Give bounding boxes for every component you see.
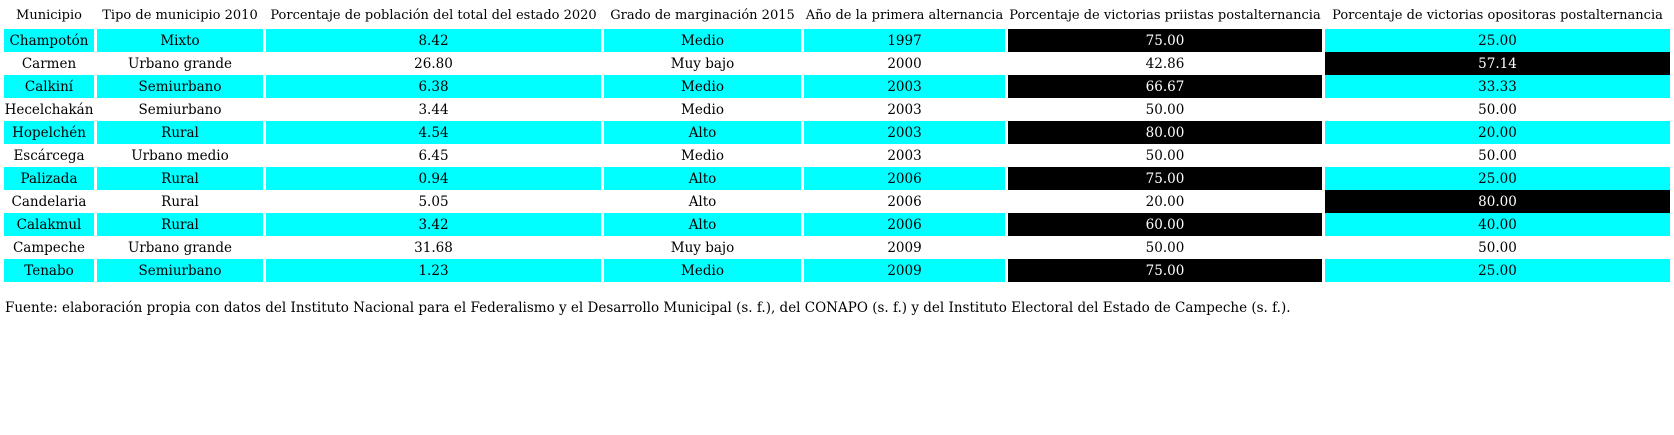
cell-poblacion: 5.05 (266, 190, 601, 213)
cell-marginacion: Medio (604, 29, 801, 52)
cell-alternancia: 2009 (804, 259, 1005, 282)
cell-tipo: Semiurbano (97, 75, 263, 98)
cell-alternancia: 2006 (804, 167, 1005, 190)
cell-poblacion: 6.38 (266, 75, 601, 98)
cell-poblacion: 1.23 (266, 259, 601, 282)
cell-priistas: 42.86 (1008, 52, 1322, 75)
cell-tipo: Urbano grande (97, 52, 263, 75)
cell-marginacion: Alto (604, 190, 801, 213)
cell-poblacion: 8.42 (266, 29, 601, 52)
table-row: Palizada Rural 0.94 Alto 2006 75.00 25.0… (4, 167, 1670, 190)
cell-poblacion: 3.44 (266, 98, 601, 121)
cell-marginacion: Alto (604, 121, 801, 144)
cell-opositoras: 33.33 (1325, 75, 1670, 98)
cell-tipo: Semiurbano (97, 259, 263, 282)
cell-tipo: Rural (97, 121, 263, 144)
cell-marginacion: Medio (604, 75, 801, 98)
header-row: Municipio Tipo de municipio 2010 Porcent… (4, 1, 1670, 29)
cell-priistas: 66.67 (1008, 75, 1322, 98)
cell-priistas: 75.00 (1008, 259, 1322, 282)
cell-tipo: Mixto (97, 29, 263, 52)
cell-marginacion: Medio (604, 98, 801, 121)
cell-priistas: 50.00 (1008, 236, 1322, 259)
cell-marginacion: Medio (604, 259, 801, 282)
cell-priistas: 50.00 (1008, 144, 1322, 167)
cell-priistas: 20.00 (1008, 190, 1322, 213)
cell-priistas: 60.00 (1008, 213, 1322, 236)
source-note: Fuente: elaboración propia con datos del… (5, 300, 1291, 316)
column-header-marginacion: Grado de marginación 2015 (604, 1, 801, 29)
cell-tipo: Urbano medio (97, 144, 263, 167)
cell-tipo: Rural (97, 167, 263, 190)
cell-municipio: Candelaria (4, 190, 94, 213)
cell-priistas: 80.00 (1008, 121, 1322, 144)
table-row: Hecelchakán Semiurbano 3.44 Medio 2003 5… (4, 98, 1670, 121)
cell-marginacion: Alto (604, 167, 801, 190)
table-row: Champotón Mixto 8.42 Medio 1997 75.00 25… (4, 29, 1670, 52)
column-header-municipio: Municipio (4, 1, 94, 29)
cell-tipo: Rural (97, 190, 263, 213)
cell-poblacion: 26.80 (266, 52, 601, 75)
cell-opositoras: 25.00 (1325, 167, 1670, 190)
cell-alternancia: 2000 (804, 52, 1005, 75)
cell-municipio: Hecelchakán (4, 98, 94, 121)
cell-municipio: Palizada (4, 167, 94, 190)
cell-opositoras: 50.00 (1325, 98, 1670, 121)
column-header-poblacion: Porcentaje de población del total del es… (266, 1, 601, 29)
cell-alternancia: 2006 (804, 213, 1005, 236)
cell-opositoras: 80.00 (1325, 190, 1670, 213)
column-header-tipo: Tipo de municipio 2010 (97, 1, 263, 29)
cell-priistas: 75.00 (1008, 167, 1322, 190)
cell-priistas: 75.00 (1008, 29, 1322, 52)
cell-opositoras: 50.00 (1325, 236, 1670, 259)
cell-alternancia: 2003 (804, 98, 1005, 121)
table-row: Campeche Urbano grande 31.68 Muy bajo 20… (4, 236, 1670, 259)
cell-tipo: Urbano grande (97, 236, 263, 259)
cell-opositoras: 57.14 (1325, 52, 1670, 75)
cell-marginacion: Muy bajo (604, 236, 801, 259)
cell-opositoras: 20.00 (1325, 121, 1670, 144)
cell-alternancia: 2003 (804, 144, 1005, 167)
cell-poblacion: 31.68 (266, 236, 601, 259)
cell-opositoras: 50.00 (1325, 144, 1670, 167)
table-row: Carmen Urbano grande 26.80 Muy bajo 2000… (4, 52, 1670, 75)
column-header-opositoras: Porcentaje de victorias opositoras posta… (1325, 1, 1670, 29)
cell-alternancia: 1997 (804, 29, 1005, 52)
cell-priistas: 50.00 (1008, 98, 1322, 121)
cell-municipio: Campeche (4, 236, 94, 259)
cell-opositoras: 25.00 (1325, 29, 1670, 52)
table-row: Calkiní Semiurbano 6.38 Medio 2003 66.67… (4, 75, 1670, 98)
cell-tipo: Rural (97, 213, 263, 236)
cell-marginacion: Alto (604, 213, 801, 236)
cell-municipio: Calkiní (4, 75, 94, 98)
table-row: Calakmul Rural 3.42 Alto 2006 60.00 40.0… (4, 213, 1670, 236)
cell-opositoras: 25.00 (1325, 259, 1670, 282)
column-header-alternancia: Año de la primera alternancia (804, 1, 1005, 29)
cell-municipio: Carmen (4, 52, 94, 75)
cell-municipio: Calakmul (4, 213, 94, 236)
cell-alternancia: 2003 (804, 75, 1005, 98)
cell-poblacion: 4.54 (266, 121, 601, 144)
table-row: Escárcega Urbano medio 6.45 Medio 2003 5… (4, 144, 1670, 167)
cell-municipio: Tenabo (4, 259, 94, 282)
table-row: Candelaria Rural 5.05 Alto 2006 20.00 80… (4, 190, 1670, 213)
column-header-priistas: Porcentaje de victorias priistas postalt… (1008, 1, 1322, 29)
cell-tipo: Semiurbano (97, 98, 263, 121)
cell-poblacion: 6.45 (266, 144, 601, 167)
cell-alternancia: 2009 (804, 236, 1005, 259)
cell-municipio: Escárcega (4, 144, 94, 167)
cell-municipio: Hopelchén (4, 121, 94, 144)
cell-marginacion: Muy bajo (604, 52, 801, 75)
cell-poblacion: 3.42 (266, 213, 601, 236)
cell-alternancia: 2003 (804, 121, 1005, 144)
table-row: Hopelchén Rural 4.54 Alto 2003 80.00 20.… (4, 121, 1670, 144)
cell-municipio: Champotón (4, 29, 94, 52)
cell-poblacion: 0.94 (266, 167, 601, 190)
table-row: Tenabo Semiurbano 1.23 Medio 2009 75.00 … (4, 259, 1670, 282)
municipios-table: Municipio Tipo de municipio 2010 Porcent… (1, 1, 1673, 282)
cell-alternancia: 2006 (804, 190, 1005, 213)
cell-opositoras: 40.00 (1325, 213, 1670, 236)
cell-marginacion: Medio (604, 144, 801, 167)
